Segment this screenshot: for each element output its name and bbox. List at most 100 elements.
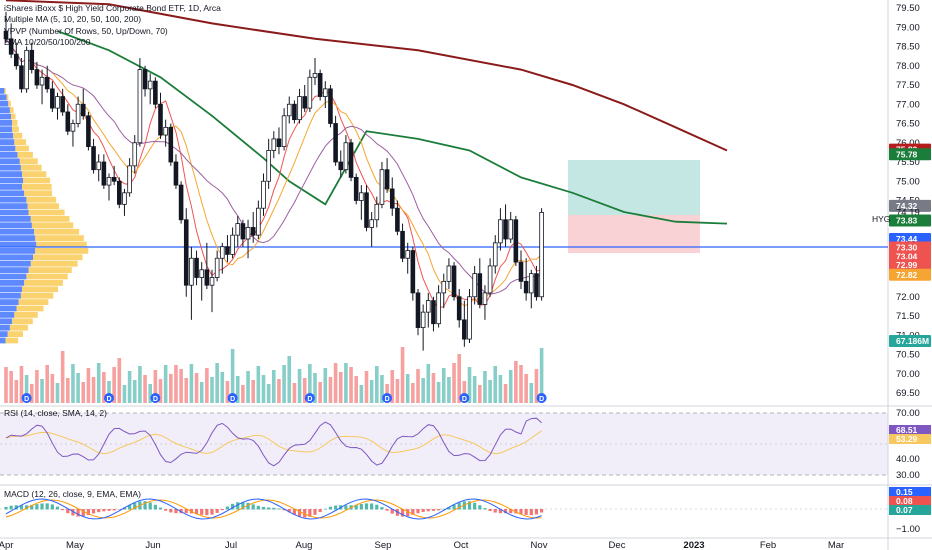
vp-up-bar	[0, 152, 18, 158]
volume-bar	[302, 378, 307, 403]
volume-bar	[256, 366, 261, 403]
price-axis[interactable]: 79.50 79.00 78.50 78.00 77.50 77.00 76.50 76.00…	[889, 3, 931, 535]
candle-down	[513, 219, 519, 263]
volume-bar	[251, 380, 255, 403]
volume-bar	[426, 364, 431, 403]
time-tick-label: Feb	[760, 540, 776, 550]
macd-histogram-bar	[364, 503, 369, 510]
candle-up	[147, 80, 153, 90]
candle-down	[50, 88, 55, 109]
vp-up-bar	[0, 126, 13, 133]
macd-histogram-bar	[267, 507, 271, 510]
ma-5-line	[5, 38, 542, 309]
vp-down-bar	[20, 164, 42, 171]
volume-bar	[86, 368, 91, 403]
volume-bar	[380, 375, 384, 403]
macd-histogram-bar	[4, 507, 8, 510]
vp-down-bar	[14, 312, 38, 318]
volume-bar	[503, 384, 508, 403]
dividend-icon	[150, 393, 161, 403]
price-tag	[889, 259, 931, 272]
macd-histogram-bar	[256, 505, 260, 510]
volume-bar	[179, 369, 183, 403]
volume-bar	[493, 366, 498, 403]
candle-down	[328, 88, 333, 124]
legend-ema: EMA 10/20/50/100/200	[4, 37, 91, 47]
volume-bar	[344, 363, 348, 403]
volume-bar	[153, 370, 158, 403]
time-tick-label: Nov	[531, 540, 548, 550]
macd-histogram-bar	[457, 502, 461, 510]
macd-pane	[4, 498, 544, 520]
volume-bar	[441, 368, 446, 403]
macd-histogram-bar	[308, 509, 312, 517]
vp-down-bar	[5, 337, 19, 344]
time-tick-label: May	[66, 540, 84, 550]
price-tag-label: 67.186M	[896, 336, 929, 346]
volume-bar	[308, 364, 312, 403]
rsi-line	[5, 417, 542, 467]
vp-up-bar	[0, 286, 22, 293]
price-tag-label: 73.04	[896, 252, 918, 262]
time-tick-label: Aug	[296, 540, 313, 550]
candle-up	[369, 219, 374, 228]
volume-bar	[76, 373, 80, 403]
candle-down	[86, 115, 91, 148]
vp-up-bar	[0, 100, 9, 107]
candle-up	[405, 250, 410, 259]
volume-bar	[272, 370, 276, 403]
vp-down-bar	[13, 132, 23, 139]
time-tick-label: Sep	[375, 540, 392, 550]
volume-bar	[508, 370, 513, 403]
rsi-ma-line	[5, 430, 542, 455]
macd-histogram-bar	[297, 509, 302, 517]
candle-up	[219, 246, 225, 259]
candle-up	[132, 142, 138, 167]
take-profit-zone[interactable]	[568, 160, 700, 215]
candle-down	[44, 76, 50, 90]
time-tick-label: Dec	[609, 540, 626, 550]
macd-histogram-bar	[400, 509, 405, 517]
price-tag-label: 75.78	[896, 149, 918, 159]
volume-bar	[266, 384, 271, 403]
long-position-tool[interactable]	[568, 160, 700, 253]
macd-histogram-bar	[452, 504, 456, 510]
macd-histogram-bar	[447, 507, 451, 510]
volume-bar	[138, 366, 142, 403]
volume-bar	[498, 375, 503, 403]
time-axis[interactable]: Apr May Jun Jul Aug Sep Oct Nov Dec 2023 Feb Mar	[0, 540, 844, 550]
vp-up-bar	[0, 331, 8, 337]
price-tick-label: 75.50	[896, 157, 920, 168]
volume-bar	[60, 351, 65, 403]
volume-bar	[462, 381, 467, 403]
candle-up	[271, 138, 277, 151]
macd-histogram-bar	[225, 506, 230, 510]
volume-bar	[375, 366, 379, 403]
volume-bar	[122, 385, 127, 403]
candles	[3, 11, 544, 351]
macd-histogram-bar	[45, 503, 49, 510]
macd-histogram-bar	[514, 509, 518, 514]
volume-bar	[534, 369, 539, 403]
volume-bar	[225, 381, 230, 403]
macd-histogram-bar	[519, 509, 523, 515]
macd-histogram-bar	[323, 508, 327, 510]
candle-down	[80, 103, 86, 117]
candle-down	[364, 192, 369, 228]
macd-tag-label: 0.08	[896, 496, 913, 506]
vp-down-bar	[30, 216, 70, 222]
volume-bar	[318, 382, 322, 403]
vp-down-bar	[22, 286, 58, 293]
vp-down-bar	[18, 299, 49, 305]
vp-down-bar	[15, 145, 29, 152]
candle-down	[240, 223, 246, 240]
vp-down-bar	[27, 203, 59, 209]
candle-up	[472, 273, 477, 298]
macd-histogram-bar	[246, 502, 250, 510]
vp-down-bar	[26, 273, 68, 280]
vp-down-bar	[16, 305, 44, 312]
price-tag	[889, 241, 931, 254]
macd-histogram-bar	[236, 502, 240, 510]
price-tick-label: 72.00	[896, 292, 920, 303]
